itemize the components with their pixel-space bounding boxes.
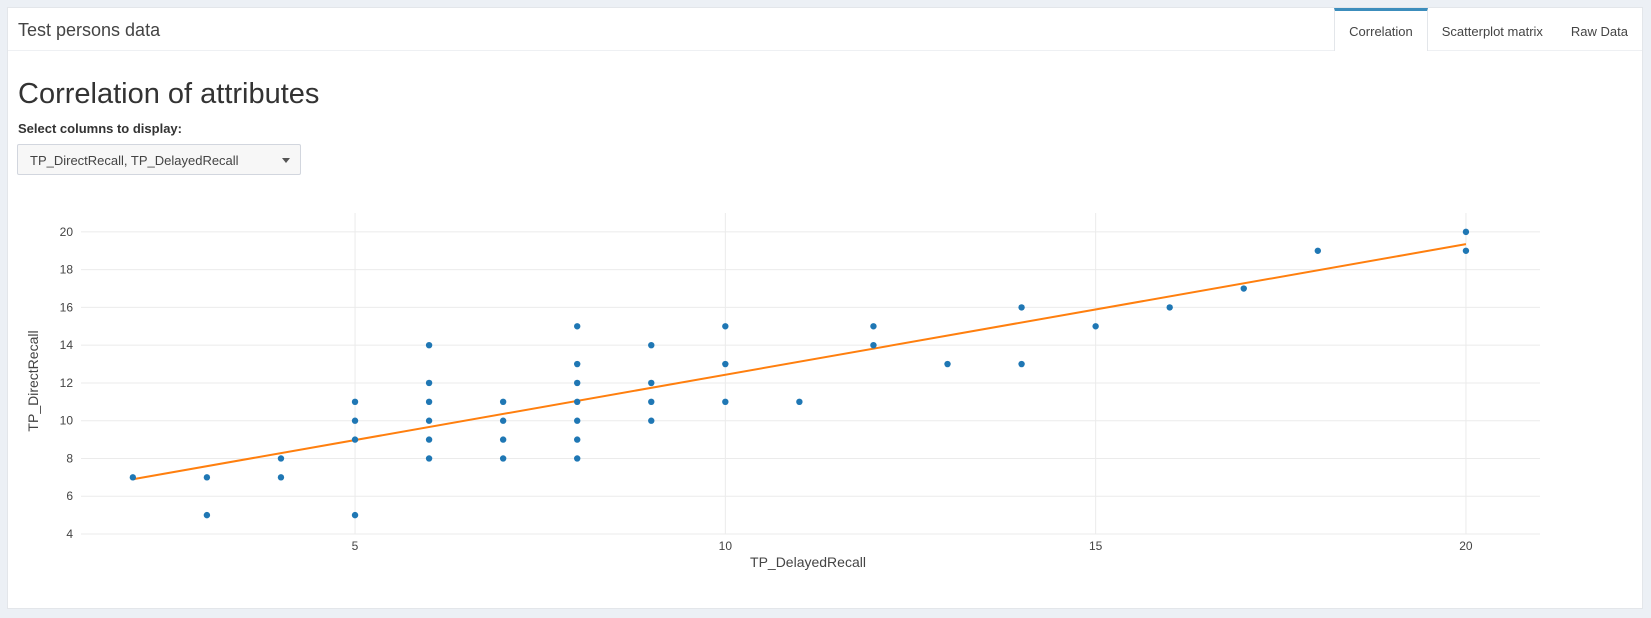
data-point[interactable] bbox=[574, 417, 581, 424]
page-title: Correlation of attributes bbox=[18, 78, 320, 110]
data-point[interactable] bbox=[1166, 304, 1173, 311]
data-point[interactable] bbox=[277, 474, 285, 481]
y-tick-label: 20 bbox=[60, 225, 74, 239]
data-point[interactable] bbox=[499, 417, 507, 424]
data-point[interactable] bbox=[1314, 247, 1322, 254]
y-tick-label: 6 bbox=[66, 489, 73, 503]
tab-scatterplot-matrix[interactable]: Scatterplot matrix bbox=[1441, 23, 1543, 39]
data-point[interactable] bbox=[648, 398, 655, 406]
main-panel: Test persons data Correlation Scatterplo… bbox=[7, 7, 1643, 609]
tab-bar: Correlation Scatterplot matrix Raw Data bbox=[1334, 8, 1642, 51]
data-point[interactable] bbox=[499, 436, 507, 443]
data-point[interactable] bbox=[574, 323, 581, 330]
y-tick-label: 14 bbox=[60, 338, 74, 352]
y-tick-label: 8 bbox=[66, 451, 73, 465]
x-tick-label: 15 bbox=[1089, 539, 1103, 553]
y-tick-label: 18 bbox=[60, 263, 74, 277]
data-point[interactable] bbox=[499, 455, 507, 462]
data-point[interactable] bbox=[1240, 285, 1247, 292]
data-point[interactable] bbox=[425, 436, 433, 443]
columns-select[interactable]: TP_DirectRecall, TP_DelayedRecall bbox=[17, 144, 301, 175]
data-point[interactable] bbox=[351, 436, 359, 443]
chevron-down-icon[interactable] bbox=[282, 158, 290, 163]
select-label: Select columns to display: bbox=[18, 121, 182, 136]
data-point[interactable] bbox=[277, 455, 285, 462]
data-point[interactable] bbox=[351, 417, 359, 424]
data-point[interactable] bbox=[1018, 360, 1025, 368]
data-point[interactable] bbox=[722, 323, 729, 330]
data-point[interactable] bbox=[574, 455, 581, 462]
data-point[interactable] bbox=[574, 360, 581, 368]
x-tick-label: 10 bbox=[719, 539, 733, 553]
data-point[interactable] bbox=[203, 511, 211, 519]
data-point[interactable] bbox=[425, 398, 433, 406]
data-point[interactable] bbox=[796, 398, 803, 406]
header-bar: Test persons data Correlation Scatterplo… bbox=[8, 8, 1642, 51]
data-point[interactable] bbox=[870, 341, 877, 349]
y-tick-label: 16 bbox=[60, 300, 74, 314]
data-point[interactable] bbox=[499, 398, 507, 406]
select-value: TP_DirectRecall, TP_DelayedRecall bbox=[30, 153, 239, 168]
data-point[interactable] bbox=[1018, 304, 1025, 311]
data-point[interactable] bbox=[425, 455, 433, 462]
data-point[interactable] bbox=[129, 474, 137, 481]
data-point[interactable] bbox=[351, 398, 359, 406]
trend-line bbox=[132, 243, 1467, 481]
data-point[interactable] bbox=[722, 360, 729, 368]
x-axis-label: TP_DelayedRecall bbox=[750, 554, 866, 570]
data-point[interactable] bbox=[574, 398, 581, 406]
tab-correlation[interactable]: Correlation bbox=[1334, 8, 1428, 51]
data-point[interactable] bbox=[944, 360, 951, 368]
scatter-chart: 4 6 8 10 12 14 16 18 20 5 10 15 20 TP_DelayedRecall… bbox=[25, 213, 1540, 570]
data-point[interactable] bbox=[351, 511, 359, 519]
data-point[interactable] bbox=[1462, 228, 1470, 236]
tab-raw-data[interactable]: Raw Data bbox=[1570, 23, 1628, 39]
data-point[interactable] bbox=[574, 379, 581, 387]
data-point[interactable] bbox=[574, 436, 581, 443]
x-tick-label: 20 bbox=[1459, 539, 1473, 553]
data-point[interactable] bbox=[203, 474, 211, 481]
data-point[interactable] bbox=[648, 341, 655, 349]
data-point[interactable] bbox=[722, 398, 729, 406]
data-point[interactable] bbox=[648, 379, 655, 387]
data-point[interactable] bbox=[425, 341, 433, 349]
data-point[interactable] bbox=[425, 379, 433, 387]
y-tick-label: 4 bbox=[66, 527, 73, 541]
data-point[interactable] bbox=[870, 323, 877, 330]
data-point[interactable] bbox=[1462, 247, 1470, 254]
data-point[interactable] bbox=[1092, 323, 1099, 330]
data-point[interactable] bbox=[648, 417, 655, 424]
app-title: Test persons data bbox=[18, 20, 161, 40]
y-tick-label: 12 bbox=[60, 376, 74, 390]
y-tick-label: 10 bbox=[60, 414, 74, 428]
x-tick-label: 5 bbox=[352, 539, 359, 553]
data-point[interactable] bbox=[425, 417, 433, 424]
y-axis-label: TP_DirectRecall bbox=[25, 330, 41, 431]
